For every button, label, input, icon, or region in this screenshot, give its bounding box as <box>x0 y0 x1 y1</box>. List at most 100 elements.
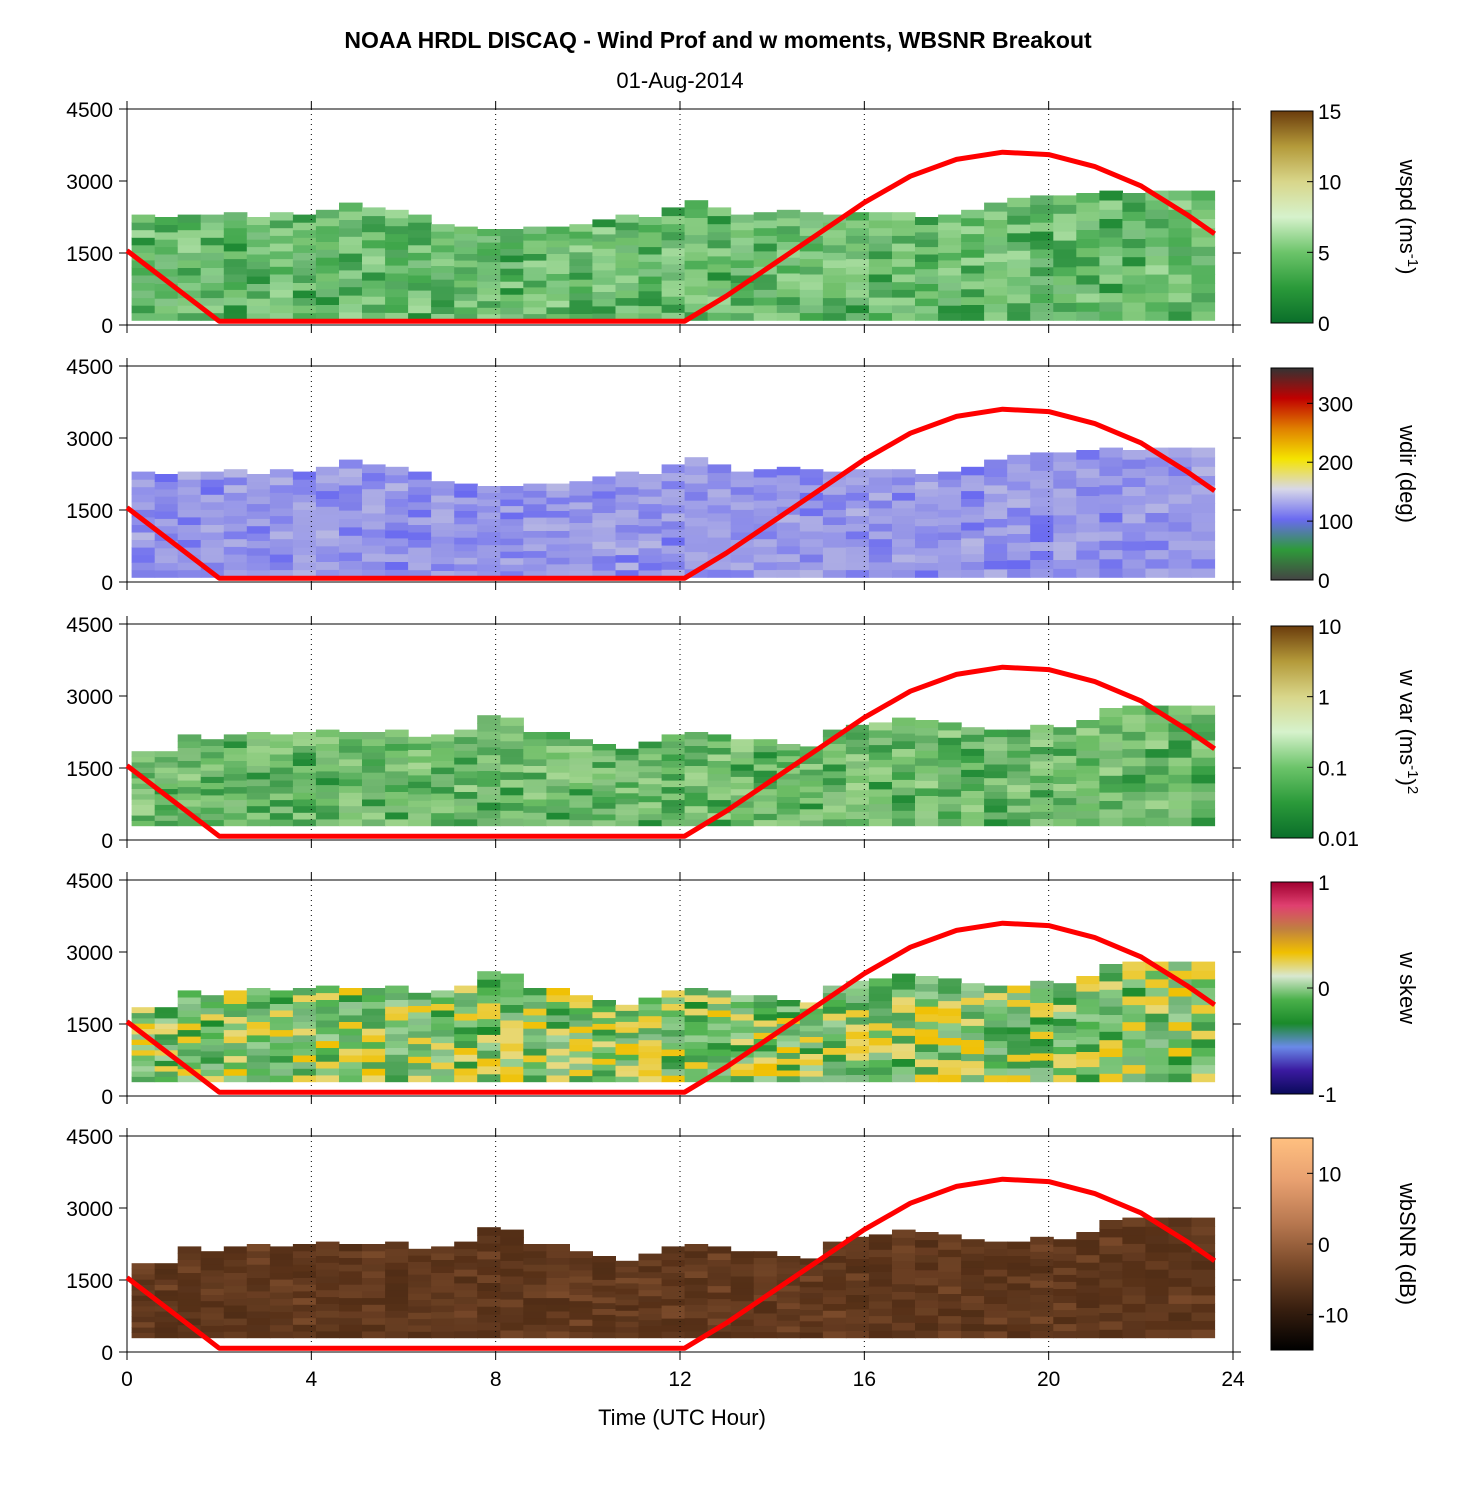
heatmap-cell <box>1030 1258 1054 1267</box>
heatmap-cell <box>1053 523 1077 534</box>
heatmap-cell <box>984 493 1008 503</box>
heatmap-cell <box>362 738 386 746</box>
heatmap-cell <box>707 545 732 554</box>
heatmap-cell <box>154 261 179 270</box>
heatmap-cell <box>385 1296 409 1304</box>
heatmap-cell <box>776 257 801 266</box>
heatmap-cell <box>938 1022 962 1031</box>
heatmap-cell <box>753 807 778 814</box>
heatmap-cell <box>684 542 709 553</box>
heatmap-cell <box>292 1074 317 1083</box>
heatmap-cell <box>822 770 847 779</box>
heatmap-cell <box>523 758 547 766</box>
heatmap-cell <box>177 1279 202 1287</box>
heatmap-cell <box>362 569 386 578</box>
heatmap-cell <box>246 217 271 225</box>
heatmap-cell <box>799 780 824 787</box>
heatmap-cell <box>200 788 225 796</box>
heatmap-cell <box>1099 475 1123 486</box>
heatmap-cell <box>500 229 524 237</box>
heatmap-cell <box>1076 1315 1100 1324</box>
heatmap-cell <box>223 1075 248 1083</box>
heatmap-cell <box>523 490 547 498</box>
heatmap-cell <box>1007 294 1031 304</box>
heatmap-cell <box>1122 247 1146 258</box>
heatmap-cell <box>1053 222 1077 232</box>
heatmap-cell <box>1168 739 1193 750</box>
heatmap-cell <box>938 274 962 283</box>
heatmap-cell <box>938 1241 962 1250</box>
heatmap-cell <box>546 1250 570 1258</box>
heatmap-cell <box>385 1289 409 1298</box>
heatmap-cell <box>546 260 570 268</box>
heatmap-cell <box>269 767 294 775</box>
heatmap-cell <box>892 989 916 998</box>
heatmap-cell <box>1191 808 1216 818</box>
heatmap-cell <box>938 479 962 488</box>
heatmap-cell <box>223 469 248 478</box>
heatmap-cell <box>938 751 962 760</box>
heatmap-cell <box>868 1263 893 1272</box>
heatmap-cell <box>961 1267 985 1275</box>
heatmap-cell <box>822 784 847 792</box>
heatmap-cell <box>661 247 686 257</box>
heatmap-cell <box>868 1300 893 1309</box>
heatmap-cell <box>822 509 847 518</box>
heatmap-cell <box>615 1054 640 1061</box>
heatmap-cell <box>1191 503 1216 513</box>
heatmap-cell <box>615 1332 640 1339</box>
heatmap-cell <box>1145 978 1169 988</box>
heatmap-cell <box>1076 998 1100 1007</box>
heatmap-cell <box>246 298 271 307</box>
heatmap-cell <box>915 231 939 240</box>
heatmap-cell <box>523 537 547 545</box>
heatmap-cell <box>546 543 570 552</box>
heatmap-cell <box>915 750 939 759</box>
heatmap-cell <box>385 1323 409 1332</box>
heatmap-cell <box>1076 1074 1100 1083</box>
heatmap-cell <box>661 773 686 781</box>
heatmap-cell <box>753 507 778 517</box>
heatmap-cell <box>523 266 547 274</box>
heatmap-cell <box>246 525 271 534</box>
heatmap-cell <box>1122 238 1146 249</box>
heatmap-cell <box>799 1030 824 1037</box>
heatmap-cell <box>408 1049 432 1057</box>
heatmap-cell <box>269 773 294 781</box>
heatmap-cell <box>868 1256 893 1265</box>
heatmap-cell <box>1030 804 1054 812</box>
heatmap-cell <box>707 1311 732 1319</box>
heatmap-cell <box>177 494 202 503</box>
heatmap-cell <box>984 763 1008 772</box>
heatmap-cell <box>753 1269 778 1277</box>
heatmap-cell <box>892 810 916 819</box>
heatmap-cell <box>638 488 663 497</box>
heatmap-cell <box>661 753 686 761</box>
heatmap-cell <box>661 1324 686 1332</box>
heatmap-cell <box>592 219 616 228</box>
heatmap-cell <box>385 529 409 539</box>
heatmap-cell <box>1053 452 1077 462</box>
y-tick-label: 3000 <box>66 1198 113 1221</box>
heatmap-cell <box>569 299 593 308</box>
heatmap-cell <box>938 524 962 533</box>
heatmap-cell <box>1168 521 1193 532</box>
heatmap-cell <box>569 1294 593 1302</box>
colorbar-tick-label: 0 <box>1318 570 1330 593</box>
heatmap-cell <box>1076 1021 1100 1030</box>
heatmap-cell <box>799 1309 824 1316</box>
heatmap-cell <box>1076 522 1100 533</box>
heatmap-cell <box>223 569 248 578</box>
heatmap-cell <box>776 796 801 803</box>
heatmap-cell <box>315 729 340 738</box>
heatmap-cell <box>1122 1047 1146 1057</box>
heatmap-cell <box>868 266 893 275</box>
heatmap-cell <box>223 523 248 532</box>
heatmap-cell <box>984 1330 1008 1339</box>
heatmap-cell <box>592 767 616 774</box>
heatmap-cell <box>223 734 248 742</box>
heatmap-cell <box>500 1322 524 1331</box>
heatmap-cell <box>362 223 386 233</box>
heatmap-cell <box>246 1028 271 1036</box>
heatmap-cell <box>500 1043 524 1052</box>
